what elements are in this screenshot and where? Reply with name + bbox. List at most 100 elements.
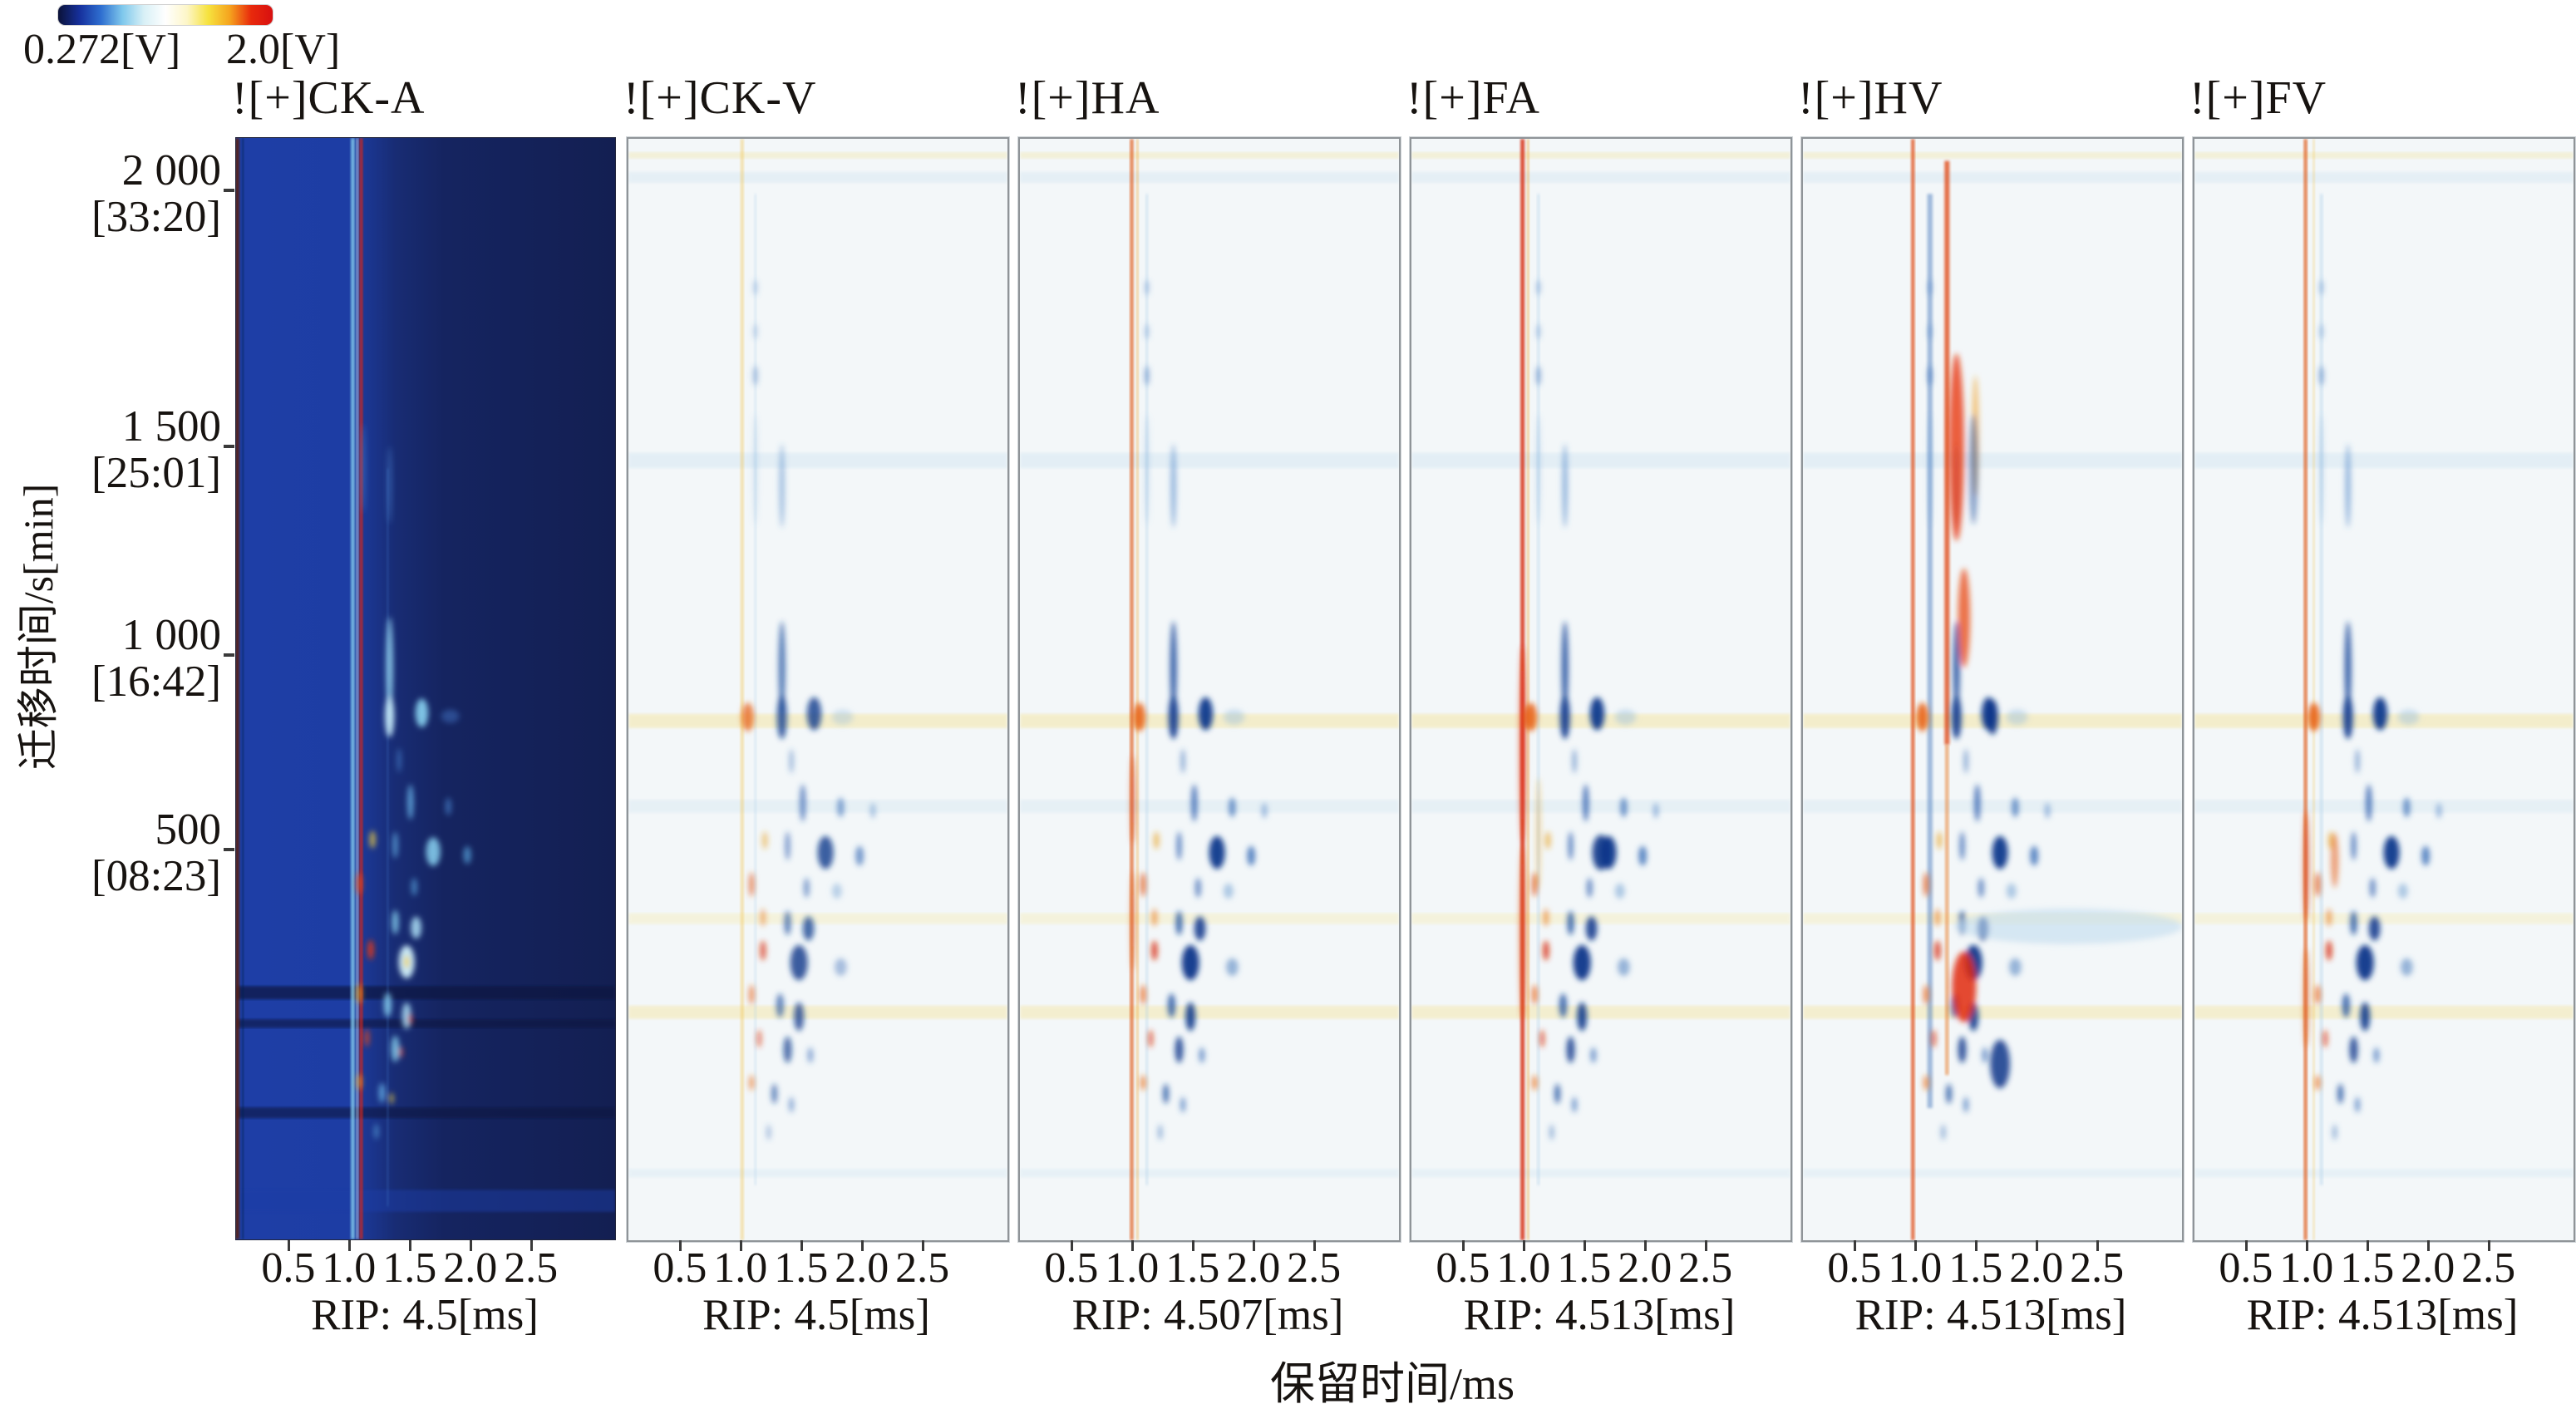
- x-tick-label: 2.0: [2009, 1244, 2064, 1292]
- x-tick-label: 1.5: [2340, 1244, 2395, 1292]
- x-tick-mark: [1704, 1240, 1707, 1251]
- x-tick-label: 2.5: [2070, 1244, 2125, 1292]
- rip-label: RIP: 4.5[ms]: [702, 1291, 930, 1339]
- x-tick-mark: [1461, 1240, 1465, 1251]
- x-tick-mark: [860, 1240, 864, 1251]
- heatmap-canvas: [1803, 139, 2182, 1240]
- x-tick-label: 0.5: [1436, 1244, 1490, 1292]
- x-tick-label: 1.5: [1165, 1244, 1220, 1292]
- x-tick-label: 1.0: [322, 1244, 377, 1292]
- y-tick-time: [16:42]: [91, 657, 221, 706]
- x-tick-mark: [1914, 1240, 1917, 1251]
- x-tick-label: 1.5: [1948, 1244, 2003, 1292]
- x-tick-label: 1.5: [1557, 1244, 1612, 1292]
- panel-group: ![+]HV 0.5 1.0 1.5 2.0 2.5 RIP: 4.513[ms]: [1798, 0, 2184, 1404]
- x-tick-mark: [2366, 1240, 2369, 1251]
- x-tick-mark: [529, 1240, 533, 1251]
- x-tick-mark: [1522, 1240, 1525, 1251]
- x-tick-mark: [2305, 1240, 2308, 1251]
- x-tick-label: 2.5: [2461, 1244, 2516, 1292]
- colorbar-min-label: 0.272[V]: [23, 26, 181, 73]
- panel-group: ![+]CK-A 0.5 1.0 1.5 2.0 2.5 RIP: 4.5[ms]: [232, 0, 616, 1404]
- panel-group: ![+]FA 0.5 1.0 1.5 2.0 2.5 RIP: 4.513[ms]: [1406, 0, 1792, 1404]
- x-tick-mark: [1191, 1240, 1194, 1251]
- heatmap-canvas: [628, 139, 1007, 1240]
- panel-title: ![+]CK-A: [232, 72, 426, 124]
- x-tick-mark: [1130, 1240, 1134, 1251]
- x-tick-mark: [2035, 1240, 2038, 1251]
- rip-label: RIP: 4.513[ms]: [1854, 1291, 2127, 1339]
- x-tick-mark: [678, 1240, 682, 1251]
- x-tick-label: 2.0: [1226, 1244, 1281, 1292]
- heatmap-panel: [2193, 137, 2575, 1242]
- heatmap-canvas: [236, 138, 615, 1239]
- panel-group: ![+]FV 0.5 1.0 1.5 2.0 2.5 RIP: 4.513[ms]: [2189, 0, 2575, 1404]
- y-tick-label: 1 000: [121, 610, 221, 659]
- x-tick-mark: [2244, 1240, 2248, 1251]
- x-tick-mark: [1252, 1240, 1255, 1251]
- panel-title: ![+]HV: [1798, 72, 1943, 124]
- y-tick-mark: [224, 653, 234, 657]
- y-tick-time: [33:20]: [91, 192, 221, 241]
- x-tick-label: 1.0: [1496, 1244, 1551, 1292]
- x-tick-label: 0.5: [653, 1244, 707, 1292]
- x-tick-mark: [2096, 1240, 2099, 1251]
- x-tick-mark: [1070, 1240, 1073, 1251]
- panel-group: ![+]CK-V 0.5 1.0 1.5 2.0 2.5 RIP: 4.5[ms]: [623, 0, 1009, 1404]
- y-tick-label: 2 000: [121, 145, 221, 195]
- y-tick-label: 500: [155, 805, 222, 855]
- x-tick-label: 2.0: [1618, 1244, 1672, 1292]
- x-tick-label: 2.5: [1287, 1244, 1342, 1292]
- y-tick-time: [25:01]: [91, 449, 221, 498]
- y-tick-mark: [224, 188, 234, 192]
- panel-title: ![+]FV: [2189, 72, 2327, 124]
- x-tick-mark: [800, 1240, 803, 1251]
- x-tick-mark: [2487, 1240, 2490, 1251]
- x-tick-mark: [1643, 1240, 1647, 1251]
- y-tick-time: [08:23]: [91, 852, 221, 901]
- x-tick-label: 2.5: [895, 1244, 950, 1292]
- x-tick-mark: [347, 1240, 351, 1251]
- x-tick-mark: [287, 1240, 290, 1251]
- heatmap-panel: [235, 137, 616, 1240]
- x-tick-label: 1.0: [1105, 1244, 1160, 1292]
- heatmap-canvas: [2194, 139, 2574, 1240]
- x-tick-mark: [1974, 1240, 1978, 1251]
- x-tick-mark: [469, 1240, 472, 1251]
- x-tick-label: 0.5: [1827, 1244, 1882, 1292]
- x-tick-label: 2.0: [2401, 1244, 2455, 1292]
- panel-title: ![+]HA: [1015, 72, 1160, 124]
- rip-label: RIP: 4.513[ms]: [2246, 1291, 2519, 1339]
- x-tick-mark: [1853, 1240, 1856, 1251]
- colorbar-gradient: [58, 5, 273, 25]
- heatmap-panel: [627, 137, 1009, 1242]
- x-tick-mark: [408, 1240, 411, 1251]
- x-tick-label: 1.5: [774, 1244, 829, 1292]
- x-tick-label: 2.0: [443, 1244, 498, 1292]
- colorbar-max-label: 2.0[V]: [226, 26, 341, 73]
- x-axis-label: 保留时间/ms: [1269, 1359, 1515, 1404]
- y-tick-mark: [224, 445, 234, 449]
- panel-title: ![+]FA: [1406, 72, 1540, 124]
- panel-group: ![+]HA 0.5 1.0 1.5 2.0 2.5 RIP: 4.507[ms]: [1015, 0, 1401, 1404]
- rip-label: RIP: 4.5[ms]: [311, 1291, 539, 1339]
- x-tick-mark: [1313, 1240, 1316, 1251]
- heatmap-canvas: [1020, 139, 1399, 1240]
- x-tick-label: 0.5: [261, 1244, 316, 1292]
- rip-label: RIP: 4.507[ms]: [1071, 1291, 1344, 1339]
- panel-title: ![+]CK-V: [623, 72, 817, 124]
- x-tick-label: 1.0: [713, 1244, 768, 1292]
- heatmap-canvas: [1411, 139, 1790, 1240]
- y-tick-label: 1 500: [121, 402, 221, 451]
- y-axis-label: 迁移时间/s[min]: [15, 483, 62, 771]
- x-tick-label: 0.5: [2219, 1244, 2273, 1292]
- heatmap-panel: [1801, 137, 2184, 1242]
- x-tick-mark: [739, 1240, 742, 1251]
- x-tick-label: 1.5: [382, 1244, 437, 1292]
- x-tick-mark: [921, 1240, 924, 1251]
- y-tick-mark: [224, 848, 234, 852]
- x-tick-label: 0.5: [1044, 1244, 1099, 1292]
- rip-label: RIP: 4.513[ms]: [1463, 1291, 1736, 1339]
- x-tick-label: 1.0: [2279, 1244, 2334, 1292]
